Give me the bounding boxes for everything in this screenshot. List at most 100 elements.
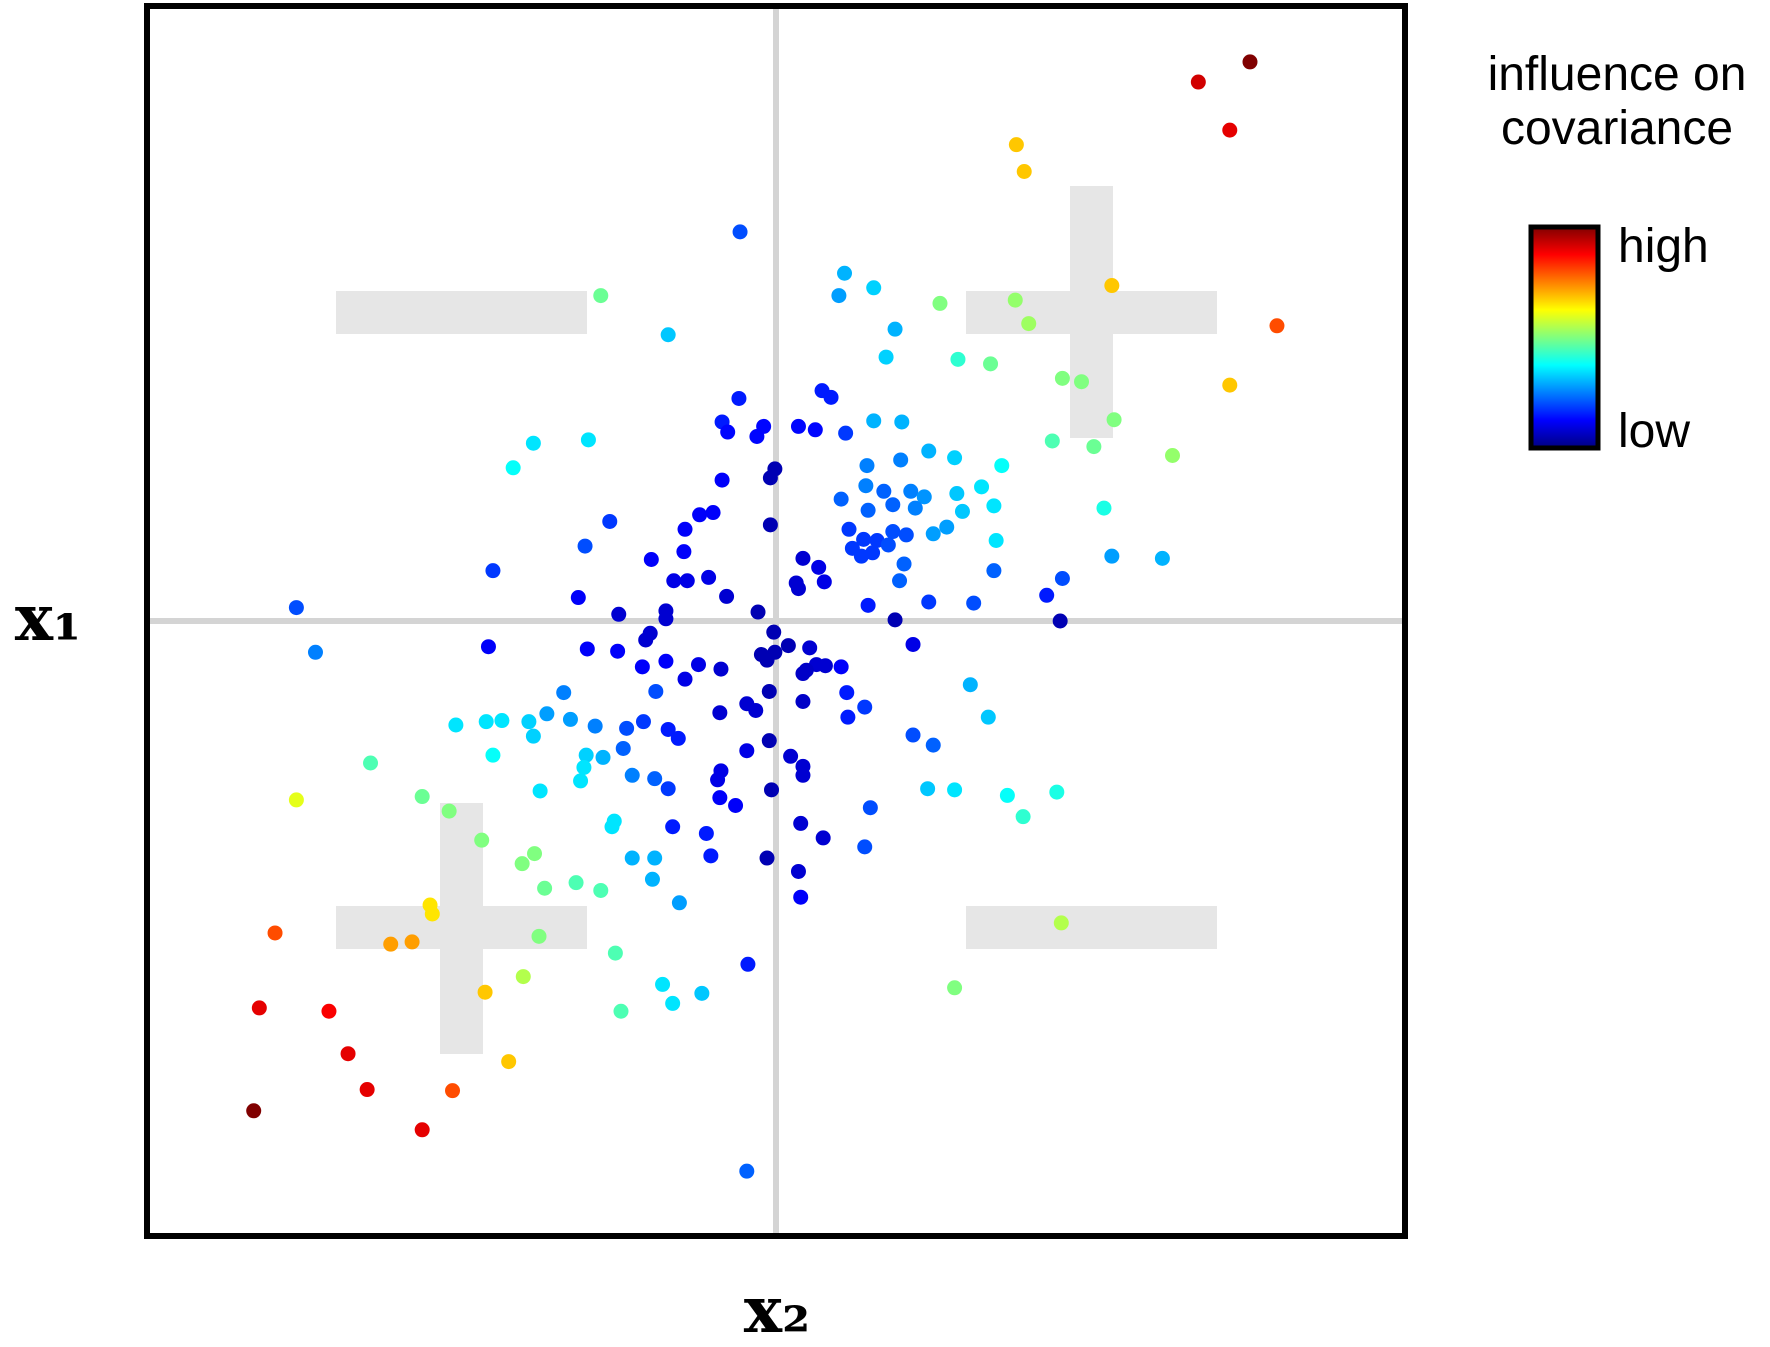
point bbox=[732, 224, 748, 240]
point bbox=[363, 755, 379, 771]
point bbox=[880, 537, 896, 553]
point bbox=[525, 435, 541, 451]
point bbox=[759, 850, 775, 866]
point bbox=[921, 443, 937, 459]
point bbox=[885, 524, 901, 540]
point bbox=[739, 1163, 755, 1179]
point bbox=[839, 685, 855, 701]
point bbox=[1053, 915, 1069, 931]
point bbox=[896, 556, 912, 572]
point bbox=[1016, 163, 1032, 179]
point bbox=[790, 863, 806, 879]
point bbox=[947, 980, 963, 996]
point bbox=[866, 413, 882, 429]
point bbox=[974, 479, 990, 495]
point bbox=[624, 767, 640, 783]
point bbox=[903, 483, 919, 499]
point bbox=[949, 486, 965, 502]
point bbox=[624, 850, 640, 866]
point bbox=[613, 1003, 629, 1019]
point bbox=[703, 848, 719, 864]
point bbox=[983, 356, 999, 372]
point bbox=[340, 1046, 356, 1062]
point bbox=[885, 497, 901, 513]
point bbox=[980, 709, 996, 725]
point bbox=[593, 882, 609, 898]
point bbox=[876, 483, 892, 499]
point bbox=[611, 606, 627, 622]
point bbox=[441, 803, 457, 819]
point bbox=[761, 733, 777, 749]
point bbox=[860, 502, 876, 518]
point bbox=[865, 545, 881, 561]
point bbox=[862, 800, 878, 816]
point bbox=[764, 782, 780, 798]
point bbox=[698, 825, 714, 841]
point bbox=[445, 1083, 461, 1099]
point bbox=[665, 819, 681, 835]
point bbox=[833, 659, 849, 675]
point bbox=[480, 639, 496, 655]
point bbox=[1074, 374, 1090, 390]
point bbox=[580, 432, 596, 448]
point bbox=[705, 505, 721, 521]
point bbox=[246, 1103, 262, 1119]
point bbox=[578, 747, 594, 763]
points bbox=[246, 54, 1285, 1179]
point bbox=[562, 711, 578, 727]
point bbox=[677, 521, 693, 537]
point bbox=[514, 856, 530, 872]
point bbox=[823, 389, 839, 405]
point bbox=[907, 500, 923, 516]
point bbox=[647, 771, 663, 787]
point bbox=[710, 772, 726, 788]
point bbox=[1096, 500, 1112, 516]
colorbar-label: low bbox=[1618, 405, 1690, 458]
point bbox=[921, 594, 937, 610]
point bbox=[1104, 548, 1120, 564]
point bbox=[692, 507, 708, 523]
point bbox=[856, 531, 872, 547]
minus-sign bbox=[336, 291, 587, 334]
point bbox=[670, 730, 686, 746]
point bbox=[532, 783, 548, 799]
colorbar-label: high bbox=[1618, 220, 1709, 273]
point bbox=[634, 659, 650, 675]
minus-sign bbox=[966, 906, 1217, 949]
point bbox=[858, 478, 874, 494]
point bbox=[837, 265, 853, 281]
point bbox=[748, 702, 764, 718]
point bbox=[359, 1082, 375, 1098]
point bbox=[1052, 613, 1068, 629]
point bbox=[556, 685, 572, 701]
point bbox=[477, 984, 493, 1000]
legend-title: covariance bbox=[1501, 102, 1733, 155]
point bbox=[539, 706, 555, 722]
point bbox=[920, 781, 936, 797]
plus-sign bbox=[440, 803, 483, 1054]
point bbox=[1154, 550, 1170, 566]
point bbox=[966, 595, 982, 611]
point bbox=[866, 280, 882, 296]
point bbox=[679, 573, 695, 589]
point bbox=[647, 850, 663, 866]
point bbox=[793, 815, 809, 831]
point bbox=[767, 644, 783, 660]
point bbox=[658, 653, 674, 669]
point bbox=[887, 321, 903, 337]
point bbox=[728, 798, 744, 813]
point bbox=[905, 727, 921, 743]
plus-sign bbox=[1070, 186, 1113, 438]
point bbox=[604, 819, 620, 835]
point bbox=[610, 643, 626, 659]
point bbox=[947, 450, 963, 466]
point bbox=[859, 458, 875, 474]
point bbox=[474, 832, 490, 848]
quadrant-signs bbox=[336, 186, 1217, 1054]
point bbox=[638, 632, 654, 648]
point bbox=[1015, 809, 1031, 825]
point bbox=[1049, 784, 1065, 800]
point bbox=[576, 759, 592, 775]
point bbox=[720, 424, 736, 440]
point bbox=[485, 747, 501, 763]
